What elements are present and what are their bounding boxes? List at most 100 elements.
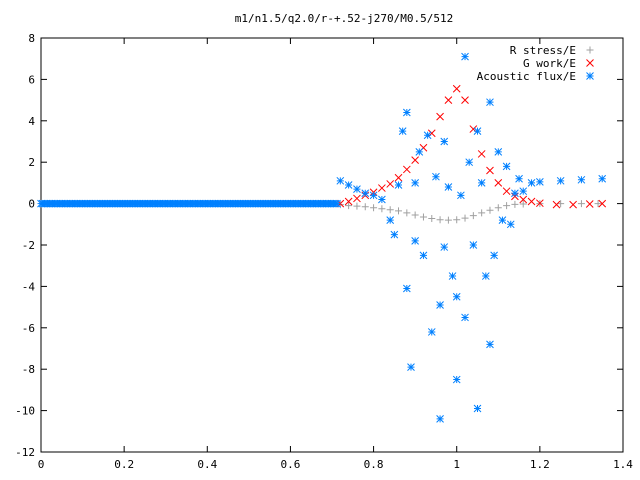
data-point — [402, 284, 411, 293]
y-tick-label: -10 — [15, 405, 35, 418]
data-point — [498, 216, 507, 225]
series-0 — [336, 200, 602, 224]
data-point — [594, 200, 602, 208]
data-point — [494, 179, 503, 187]
data-point — [461, 313, 469, 322]
data-point — [353, 185, 361, 193]
series-2 — [37, 52, 607, 423]
legend-marker — [586, 72, 594, 80]
legend-label: G work/E — [523, 57, 576, 70]
data-point — [598, 199, 607, 208]
data-point — [344, 181, 353, 189]
axes: 0 0.2 0.4 0.6 0.8 1 1.2 1.4 -12 -10 -8 -6 -4 -2 0 2 4 6 8 — [15, 32, 633, 471]
y-tick-label: -2 — [22, 239, 35, 252]
y-tick-label: 0 — [28, 198, 35, 211]
data-point — [394, 181, 403, 189]
y-tick-label: -6 — [22, 322, 35, 335]
data-point — [527, 179, 536, 187]
data-point — [486, 206, 494, 214]
x-tick-label: 0.4 — [197, 458, 217, 471]
data-point — [465, 158, 474, 167]
data-point — [411, 211, 419, 219]
data-point — [336, 176, 345, 185]
legend-label: Acoustic flux/E — [477, 70, 576, 83]
data-point — [457, 191, 465, 200]
data-point — [448, 272, 457, 280]
data-point — [556, 176, 565, 185]
data-point — [598, 174, 607, 183]
data-point — [432, 172, 440, 181]
data-point — [536, 178, 544, 186]
data-point — [411, 156, 419, 164]
data-point — [477, 179, 486, 187]
data-point — [506, 220, 515, 229]
data-point — [469, 241, 478, 249]
data-point — [345, 202, 353, 210]
y-tick-label: 8 — [28, 32, 35, 45]
data-point — [511, 189, 519, 198]
data-point — [461, 96, 469, 104]
data-point — [585, 200, 594, 208]
data-point — [469, 212, 477, 220]
x-tick-label: 0.6 — [280, 458, 300, 471]
data-point — [519, 187, 528, 196]
data-point — [394, 173, 403, 182]
data-point — [398, 127, 407, 136]
data-point — [419, 213, 427, 221]
data-point — [415, 147, 424, 156]
data-point — [552, 200, 561, 209]
data-point — [444, 216, 452, 224]
data-point — [527, 197, 536, 206]
data-point — [486, 98, 494, 107]
data-point — [461, 52, 469, 61]
data-point — [353, 202, 361, 210]
series-layer — [37, 52, 607, 423]
legend-marker — [586, 59, 594, 67]
data-point — [402, 108, 411, 117]
data-point — [361, 203, 369, 211]
data-point — [402, 165, 411, 174]
y-tick-label: 4 — [28, 115, 35, 128]
data-point — [419, 251, 428, 260]
data-point — [473, 127, 482, 136]
data-point — [428, 215, 436, 223]
data-point — [511, 200, 519, 208]
data-point — [494, 204, 502, 212]
data-point — [452, 375, 461, 384]
data-point — [436, 415, 444, 423]
data-point — [333, 199, 341, 208]
data-point — [361, 189, 370, 198]
x-tick-label: 0.8 — [364, 458, 384, 471]
data-point — [536, 199, 544, 208]
data-point — [386, 206, 394, 214]
data-point — [461, 214, 469, 222]
data-point — [378, 205, 386, 213]
data-point — [436, 301, 444, 309]
data-point — [481, 272, 490, 280]
data-point — [519, 200, 527, 208]
data-point — [444, 183, 453, 191]
data-point — [440, 137, 449, 146]
data-point — [494, 147, 503, 156]
data-point — [452, 84, 461, 93]
series-1 — [336, 84, 607, 209]
data-point — [369, 191, 378, 200]
x-tick-label: 1.2 — [530, 458, 550, 471]
data-point — [452, 292, 461, 301]
legend-label: R stress/E — [510, 44, 576, 57]
data-point — [344, 197, 353, 206]
data-point — [390, 230, 399, 239]
data-point — [502, 187, 511, 196]
x-tick-label: 0.2 — [114, 458, 134, 471]
data-point — [353, 194, 361, 203]
legend-marker — [586, 46, 594, 54]
x-tick-label: 0 — [38, 458, 45, 471]
data-point — [395, 207, 403, 215]
y-tick-label: 2 — [28, 156, 35, 169]
data-point — [515, 174, 523, 183]
data-point — [444, 96, 453, 104]
x-tick-label: 1.4 — [613, 458, 633, 471]
data-point — [436, 112, 444, 121]
data-point — [453, 216, 461, 224]
data-point — [473, 404, 482, 413]
